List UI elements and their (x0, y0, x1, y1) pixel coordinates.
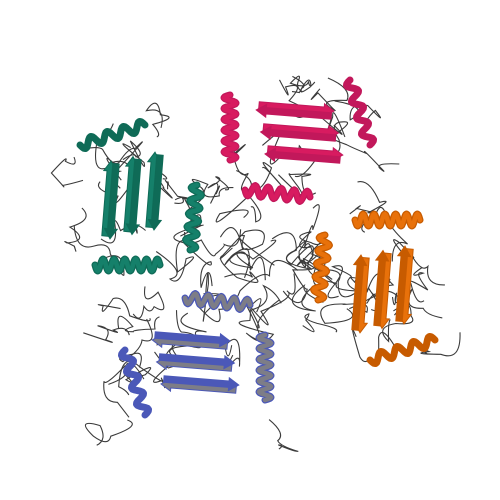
coil-segment (296, 231, 326, 267)
helix-ribbon (221, 92, 239, 163)
chain-left-domain (76, 118, 205, 275)
coil-segment (64, 207, 87, 252)
beta-strand (147, 154, 164, 231)
helix-ribbon (352, 211, 423, 229)
coil-segment (236, 162, 283, 191)
coil-segment (119, 318, 153, 368)
helix-ribbon (183, 182, 204, 253)
coil-segment (382, 304, 414, 343)
coil-segment (282, 256, 316, 304)
coil-segment (83, 141, 143, 170)
coil-segment (249, 273, 296, 326)
coil-segment (410, 332, 461, 357)
helix-ribbon (92, 256, 163, 274)
coil-segment (391, 288, 443, 319)
coil-segment (294, 121, 349, 178)
beta-strand (154, 331, 231, 348)
beta-strand (158, 353, 236, 370)
coil-segment (207, 176, 230, 204)
coil-segment (219, 229, 275, 266)
coil-segment (310, 253, 361, 298)
coil-segment (219, 255, 259, 283)
coil-segment (268, 419, 299, 453)
coil-segment (291, 75, 312, 94)
helix-ribbon (367, 334, 438, 366)
coil-segment (83, 325, 130, 343)
coil-segment (145, 102, 170, 138)
beta-strand (264, 147, 341, 164)
helix-ribbon (119, 347, 151, 418)
coil-segment (250, 284, 282, 329)
helix-ribbon (256, 332, 274, 403)
beta-strand (373, 249, 390, 327)
helix-ribbon (77, 119, 148, 151)
helix-ribbon (311, 232, 332, 303)
helix-ribbon (242, 183, 313, 204)
beta-strand (103, 162, 120, 240)
coil-segment (132, 286, 165, 319)
beta-strand (162, 375, 240, 392)
beta-strand (259, 125, 337, 142)
helix-ribbon (182, 291, 253, 312)
coil-segment (122, 140, 146, 167)
coil-segment (97, 297, 151, 322)
coil-segment (84, 419, 133, 446)
coil-segment (302, 313, 338, 333)
coil-segment (310, 77, 349, 112)
chain-right-domain (310, 210, 439, 367)
coil-segment (224, 239, 277, 281)
coil-segment (289, 75, 316, 92)
beta-strand (351, 254, 368, 331)
coil-segment (50, 156, 84, 188)
coil-segment (173, 224, 213, 288)
coil-segment (164, 180, 190, 204)
coil-segment (349, 180, 387, 215)
chain-bottom-domain (118, 290, 275, 419)
coil-segment (219, 227, 254, 278)
coil-segment (117, 315, 160, 333)
beta-strand (125, 158, 142, 236)
chain-top-domain (220, 76, 377, 205)
coil-segment (409, 267, 429, 303)
coil-segment (320, 293, 383, 324)
coil-segment (285, 240, 325, 266)
coil-segment (327, 265, 360, 299)
coil-segment (202, 272, 220, 322)
helix-ribbon (344, 77, 376, 148)
coil-segment (155, 239, 196, 282)
coil-segment (303, 204, 338, 284)
beta-strand (395, 245, 412, 323)
beta-strand (255, 103, 333, 120)
coil-segment (215, 195, 262, 223)
